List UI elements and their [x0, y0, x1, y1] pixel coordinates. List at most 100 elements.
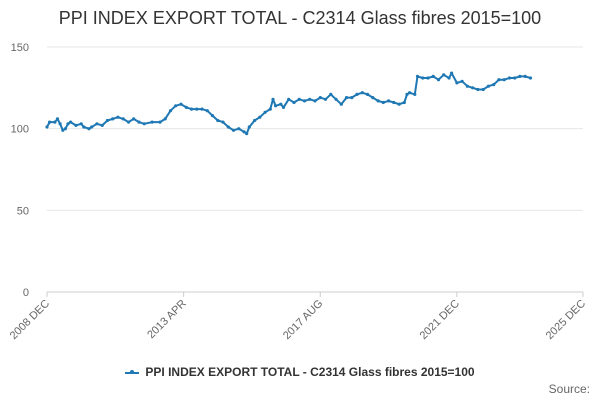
data-point: [318, 96, 322, 100]
data-point: [274, 104, 278, 108]
legend-line-icon: [125, 369, 140, 374]
data-point: [48, 120, 52, 124]
data-point: [365, 92, 370, 96]
data-point: [450, 71, 454, 75]
data-point: [339, 102, 343, 106]
data-point: [502, 78, 506, 82]
data-point: [426, 76, 430, 80]
data-point: [360, 91, 364, 95]
data-point: [268, 107, 272, 111]
data-point: [387, 99, 391, 103]
data-point: [313, 99, 317, 103]
data-point: [413, 92, 417, 96]
data-point: [205, 109, 209, 113]
data-point: [397, 102, 401, 106]
data-point: [302, 99, 307, 103]
data-point: [200, 107, 204, 111]
data-point: [95, 122, 99, 126]
data-point: [436, 78, 441, 82]
data-point: [253, 118, 257, 123]
data-point: [528, 76, 533, 80]
data-point: [408, 91, 412, 95]
data-point: [74, 123, 78, 127]
data-point: [61, 128, 65, 132]
data-point: [55, 117, 60, 121]
data-point: [87, 127, 91, 131]
data-point: [184, 105, 188, 109]
data-point: [415, 74, 420, 78]
data-point: [381, 100, 385, 105]
data-point: [210, 114, 215, 118]
x-tick-label: 2008 DEC: [8, 298, 52, 342]
y-tick-label: 150: [11, 42, 29, 54]
series-layer: [45, 71, 533, 136]
data-point: [221, 120, 225, 124]
data-point: [226, 125, 230, 129]
data-point: [460, 79, 464, 83]
data-point: [90, 125, 94, 129]
data-point: [174, 104, 178, 108]
data-point: [476, 87, 480, 92]
data-point: [237, 127, 241, 131]
data-point: [168, 109, 173, 113]
y-tick-label: 50: [17, 205, 29, 217]
data-point: [376, 99, 380, 103]
data-point: [465, 84, 469, 88]
data-point: [132, 117, 136, 121]
data-point: [497, 78, 501, 82]
data-point: [323, 97, 328, 101]
data-point: [150, 120, 154, 124]
data-point: [116, 115, 120, 119]
data-point: [247, 125, 251, 129]
data-point: [82, 125, 86, 129]
data-point: [492, 83, 496, 87]
legend-label: PPI INDEX EXPORT TOTAL - C2314 Glass fib…: [145, 365, 475, 379]
data-point: [279, 102, 283, 106]
data-point: [63, 127, 67, 131]
data-point: [100, 123, 104, 127]
x-tick-label: 2025 DEC: [544, 298, 588, 342]
data-point: [142, 122, 146, 126]
data-point: [431, 74, 435, 78]
y-tick-label: 100: [11, 124, 29, 136]
data-point: [45, 125, 49, 129]
data-point: [126, 120, 131, 124]
data-point: [486, 84, 490, 88]
source-label[interactable]: Source:: [548, 382, 590, 396]
data-point: [471, 86, 475, 90]
data-point: [350, 96, 354, 100]
legend[interactable]: PPI INDEX EXPORT TOTAL - C2314 Glass fib…: [0, 365, 600, 379]
data-point: [242, 130, 246, 134]
data-point: [355, 92, 359, 96]
data-point: [163, 117, 167, 121]
data-point: [287, 97, 291, 101]
y-tick-label: 0: [23, 287, 29, 299]
data-point: [371, 96, 375, 100]
x-axis: 2008 DEC 2013 APR 2017 AUG 2021 DEC 2025 DEC: [8, 291, 588, 342]
data-point: [297, 97, 301, 101]
data-point: [231, 128, 236, 132]
data-point: [245, 132, 249, 136]
chart-title: PPI INDEX EXPORT TOTAL - C2314 Glass fib…: [58, 8, 542, 28]
data-point: [344, 96, 349, 100]
data-point: [405, 92, 409, 96]
data-point: [271, 97, 275, 101]
data-point: [69, 120, 73, 124]
data-point: [281, 105, 286, 109]
data-point: [258, 115, 262, 119]
data-point: [523, 74, 527, 78]
data-point: [402, 100, 406, 105]
data-point: [481, 87, 485, 92]
data-point: [121, 117, 125, 121]
data-point: [334, 97, 338, 101]
data-point: [158, 120, 162, 124]
data-point: [105, 118, 109, 123]
data-point: [111, 117, 115, 121]
data-point: [455, 81, 459, 85]
data-point: [308, 97, 312, 101]
data-point: [58, 122, 62, 126]
data-point: [79, 122, 83, 126]
data-point: [447, 76, 451, 80]
data-point: [189, 107, 194, 111]
